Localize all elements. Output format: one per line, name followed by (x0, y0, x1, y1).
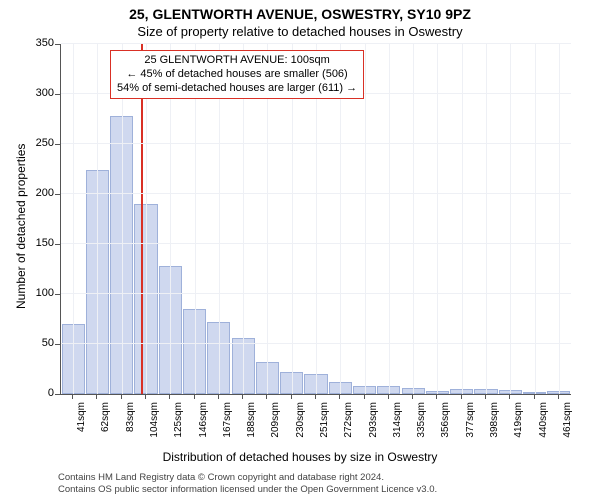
x-tick-label: 41sqm (76, 402, 87, 462)
footnote-line-1: Contains HM Land Registry data © Crown c… (58, 472, 437, 484)
y-tick-label: 100 (14, 287, 54, 299)
chart-title: 25, GLENTWORTH AVENUE, OSWESTRY, SY10 9P… (0, 6, 600, 22)
histogram-bar (499, 390, 522, 394)
histogram-bar (547, 391, 570, 394)
histogram-bar (207, 322, 230, 394)
annotation-line-2: ← 45% of detached houses are smaller (50… (117, 68, 357, 82)
x-tick-label: 251sqm (319, 402, 330, 462)
y-tick-label: 150 (14, 237, 54, 249)
x-tick-label: 335sqm (416, 402, 427, 462)
annotation-box: 25 GLENTWORTH AVENUE: 100sqm ← 45% of de… (110, 50, 364, 99)
x-tick-label: 440sqm (538, 402, 549, 462)
x-tick-label: 83sqm (125, 402, 136, 462)
histogram-bar (329, 382, 352, 394)
y-tick-label: 250 (14, 137, 54, 149)
histogram-bar (450, 389, 473, 394)
x-tick-label: 419sqm (513, 402, 524, 462)
chart-subtitle: Size of property relative to detached ho… (0, 24, 600, 39)
histogram-bar (523, 392, 546, 394)
y-tick-label: 300 (14, 87, 54, 99)
histogram-bar (110, 116, 133, 394)
footnote: Contains HM Land Registry data © Crown c… (58, 472, 437, 496)
y-tick-label: 350 (14, 37, 54, 49)
histogram-bar (426, 391, 449, 394)
x-tick-label: 167sqm (222, 402, 233, 462)
y-tick-label: 0 (14, 387, 54, 399)
x-tick-label: 62sqm (100, 402, 111, 462)
x-tick-label: 398sqm (489, 402, 500, 462)
histogram-bar (232, 338, 255, 394)
histogram-bar (62, 324, 85, 394)
y-tick-label: 200 (14, 187, 54, 199)
x-tick-label: 125sqm (173, 402, 184, 462)
x-tick-label: 377sqm (465, 402, 476, 462)
histogram-bar (353, 386, 376, 394)
histogram-bar (183, 309, 206, 394)
x-tick-label: 356sqm (440, 402, 451, 462)
histogram-bar (377, 386, 400, 394)
histogram-bar (134, 204, 157, 394)
x-tick-label: 146sqm (198, 402, 209, 462)
x-tick-label: 188sqm (246, 402, 257, 462)
histogram-bar (280, 372, 303, 394)
annotation-line-1: 25 GLENTWORTH AVENUE: 100sqm (117, 54, 357, 68)
y-tick-label: 50 (14, 337, 54, 349)
histogram-bar (256, 362, 279, 394)
histogram-bar (304, 374, 327, 394)
histogram-bar (159, 266, 182, 394)
footnote-line-2: Contains OS public sector information li… (58, 484, 437, 496)
x-tick-label: 209sqm (270, 402, 281, 462)
x-tick-label: 314sqm (392, 402, 403, 462)
x-tick-label: 272sqm (343, 402, 354, 462)
y-axis-label: Number of detached properties (14, 144, 28, 309)
annotation-line-3: 54% of semi-detached houses are larger (… (117, 82, 357, 96)
x-tick-label: 230sqm (295, 402, 306, 462)
x-tick-label: 293sqm (368, 402, 379, 462)
x-tick-label: 461sqm (562, 402, 573, 462)
histogram-bar (86, 170, 109, 394)
x-tick-label: 104sqm (149, 402, 160, 462)
